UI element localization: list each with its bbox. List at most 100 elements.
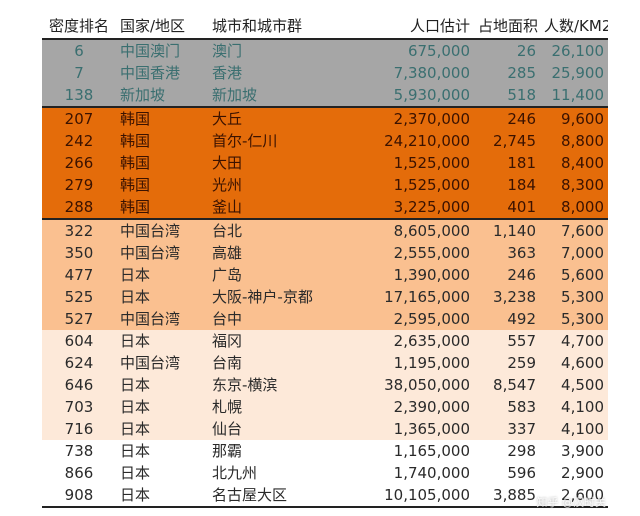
cell-city: 台北 <box>212 222 243 240</box>
cell-rank: 6 <box>74 42 84 60</box>
cell-country: 中国台湾 <box>120 310 181 328</box>
cell-density: 8,800 <box>561 132 604 150</box>
table-row: 279 韩国 光州 1,525,000 184 8,300 <box>42 174 608 196</box>
table-row: 525 日本 大阪-神户-京都 17,165,000 3,238 5,300 <box>42 286 608 308</box>
header-rank: 密度排名 <box>48 17 109 35</box>
cell-area: 8,547 <box>493 376 536 394</box>
cell-rank: 624 <box>64 354 94 372</box>
header-density: 人数/KM2 <box>544 17 608 35</box>
table-row: 207 韩国 大丘 2,370,000 246 9,600 <box>42 106 608 130</box>
cell-city: 大阪-神户-京都 <box>212 288 313 306</box>
cell-density: 5,300 <box>561 288 604 306</box>
cell-density: 4,100 <box>561 398 604 416</box>
table-row: 738 日本 那霸 1,165,000 298 3,900 <box>42 440 608 462</box>
cell-density: 4,600 <box>561 354 604 372</box>
cell-country: 韩国 <box>120 132 151 150</box>
cell-rank: 266 <box>64 154 94 172</box>
cell-country: 日本 <box>120 376 151 394</box>
cell-area: 1,140 <box>493 222 536 240</box>
table-row: 266 韩国 大田 1,525,000 181 8,400 <box>42 152 608 174</box>
header-area: 占地面积 <box>478 17 539 35</box>
cell-country: 韩国 <box>120 154 151 172</box>
table-row: 138 新加坡 新加坡 5,930,000 518 11,400 <box>42 84 608 106</box>
cell-area: 246 <box>507 266 536 284</box>
cell-rank: 646 <box>64 376 94 394</box>
header-country: 国家/地区 <box>120 17 186 35</box>
cell-area: 2,745 <box>493 132 536 150</box>
table-row: 527 中国台湾 台中 2,595,000 492 5,300 <box>42 308 608 330</box>
cell-rank: 7 <box>74 64 84 82</box>
cell-city: 釜山 <box>212 198 243 216</box>
cell-area: 492 <box>507 310 536 328</box>
cell-population: 1,365,000 <box>393 420 470 438</box>
cell-country: 日本 <box>120 420 151 438</box>
cell-city: 首尔-仁川 <box>212 132 278 150</box>
cell-population: 1,525,000 <box>393 176 470 194</box>
cell-density: 9,600 <box>561 110 604 128</box>
cell-density: 4,100 <box>561 420 604 438</box>
cell-density: 11,400 <box>551 86 605 104</box>
cell-country: 中国台湾 <box>120 222 181 240</box>
cell-country: 中国香港 <box>120 64 181 82</box>
cell-density: 4,700 <box>561 332 604 350</box>
cell-population: 5,930,000 <box>393 86 470 104</box>
header-city: 城市和城市群 <box>212 17 303 35</box>
cell-rank: 738 <box>64 442 94 460</box>
cell-area: 337 <box>507 420 536 438</box>
cell-area: 26 <box>516 42 536 60</box>
cell-country: 日本 <box>120 486 151 504</box>
cell-rank: 604 <box>64 332 94 350</box>
cell-rank: 527 <box>64 310 94 328</box>
cell-density: 5,300 <box>561 310 604 328</box>
table-row: 716 日本 仙台 1,365,000 337 4,100 <box>42 418 608 440</box>
cell-density: 3,900 <box>561 442 604 460</box>
cell-area: 518 <box>507 86 536 104</box>
cell-density: 26,100 <box>551 42 605 60</box>
watermark: 知乎 @汉时关 <box>536 496 607 509</box>
cell-rank: 525 <box>64 288 94 306</box>
cell-population: 2,370,000 <box>393 110 470 128</box>
cell-country: 中国台湾 <box>120 354 181 372</box>
cell-area: 583 <box>507 398 536 416</box>
cell-area: 401 <box>507 198 536 216</box>
cell-rank: 716 <box>64 420 94 438</box>
cell-area: 259 <box>507 354 536 372</box>
table-row: 7 中国香港 香港 7,380,000 285 25,900 <box>42 62 608 84</box>
density-table: 密度排名 国家/地区 城市和城市群 人口估计 占地面积 人数/KM2 6 中国澳门… <box>42 14 608 508</box>
table-row: 350 中国台湾 高雄 2,555,000 363 7,000 <box>42 242 608 264</box>
cell-population: 2,390,000 <box>393 398 470 416</box>
cell-population: 1,525,000 <box>393 154 470 172</box>
cell-city: 新加坡 <box>212 86 258 104</box>
cell-density: 4,500 <box>561 376 604 394</box>
cell-population: 8,605,000 <box>393 222 470 240</box>
cell-rank: 207 <box>64 110 94 128</box>
cell-rank: 703 <box>64 398 94 416</box>
cell-country: 日本 <box>120 266 151 284</box>
table-body: 6 中国澳门 澳门 675,000 26 26,100 7 中国香港 香港 7,380,000 28… <box>42 40 608 508</box>
cell-city: 那霸 <box>212 442 243 460</box>
cell-population: 7,380,000 <box>393 64 470 82</box>
cell-density: 8,300 <box>561 176 604 194</box>
cell-city: 东京-横滨 <box>212 376 278 394</box>
cell-country: 日本 <box>120 464 151 482</box>
cell-density: 8,000 <box>561 198 604 216</box>
cell-population: 2,635,000 <box>393 332 470 350</box>
cell-city: 高雄 <box>212 244 243 262</box>
cell-population: 17,165,000 <box>384 288 470 306</box>
cell-city: 福冈 <box>212 332 243 350</box>
cell-city: 香港 <box>212 64 243 82</box>
cell-country: 韩国 <box>120 110 151 128</box>
cell-rank: 350 <box>64 244 94 262</box>
cell-city: 大丘 <box>212 110 243 128</box>
cell-area: 285 <box>507 64 536 82</box>
cell-country: 日本 <box>120 398 151 416</box>
table-row: 866 日本 北九州 1,740,000 596 2,900 <box>42 462 608 484</box>
table-row: 703 日本 札幌 2,390,000 583 4,100 <box>42 396 608 418</box>
cell-population: 1,740,000 <box>393 464 470 482</box>
table-row: 908 日本 名古屋大区 10,105,000 3,885 2,600 <box>42 484 608 508</box>
table-row: 646 日本 东京-横滨 38,050,000 8,547 4,500 <box>42 374 608 396</box>
cell-country: 韩国 <box>120 198 151 216</box>
cell-area: 184 <box>507 176 536 194</box>
cell-city: 北九州 <box>212 464 258 482</box>
cell-density: 8,400 <box>561 154 604 172</box>
